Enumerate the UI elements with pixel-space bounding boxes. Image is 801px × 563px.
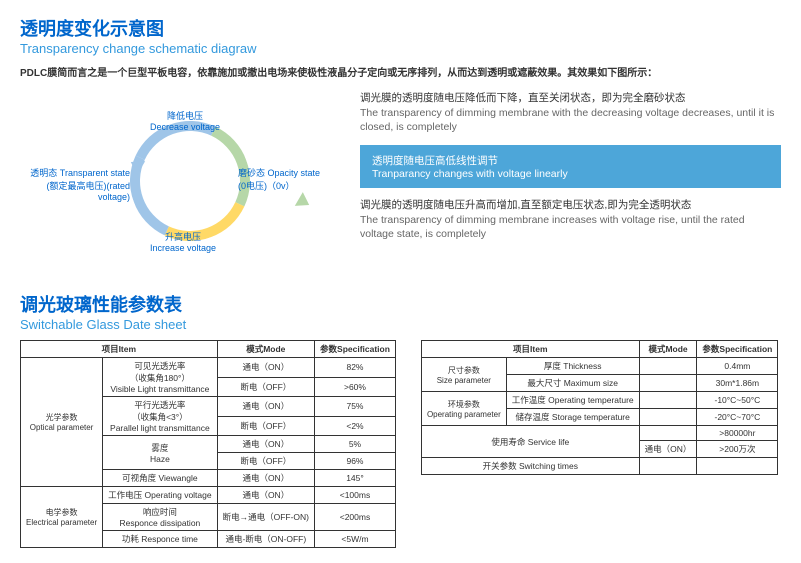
cat-size: 尺寸参数Size parameter xyxy=(421,358,506,392)
table-right: 项目Item 模式Mode 参数Specification 尺寸参数Size p… xyxy=(421,340,778,475)
title-cn: 透明度变化示意图 xyxy=(20,15,781,41)
th-item: 项目Item xyxy=(421,341,639,358)
diagram-section: 降低电压Decrease voltage 升高电压Increase voltag… xyxy=(20,91,781,271)
desc-bottom: 调光膜的透明度随电压升高而增加,直至额定电压状态,即为完全透明状态 The tr… xyxy=(360,198,781,242)
title2-cn: 调光玻璃性能参数表 xyxy=(20,291,781,317)
cat-optical: 光学参数Optical parameter xyxy=(21,358,103,487)
transparent-state: 透明态 Transparent state(额定最高电压)(rated volt… xyxy=(20,166,130,202)
th-spec: 参数Specification xyxy=(697,341,778,358)
opt-r1: 可见光透光率（收集角180°）Visible Light transmittan… xyxy=(103,358,217,397)
cat-electrical: 电学参数Electrical parameter xyxy=(21,487,103,548)
opacity-state: 磨砂态 Opacity state(0电压)（0v） xyxy=(238,166,320,192)
desc-top: 调光膜的透明度随电压降低而下降，直至关闭状态，即为完全磨砂状态 The tran… xyxy=(360,91,781,135)
title-en: Transparency change schematic diagraw xyxy=(20,41,781,56)
title-block: 透明度变化示意图 Transparency change schematic d… xyxy=(20,15,781,56)
opt-r2: 平行光透光率（收集角<3°）Parallel light transmittan… xyxy=(103,397,217,436)
title2-en: Switchable Glass Date sheet xyxy=(20,317,781,332)
cycle-diagram: 降低电压Decrease voltage 升高电压Increase voltag… xyxy=(20,91,340,271)
intro-text: PDLC膜简而言之是一个巨型平板电容，依靠施加或撤出电场来使极性液晶分子定向或无… xyxy=(20,64,781,79)
decrease-label: 降低电压Decrease voltage xyxy=(150,109,220,132)
life-r1: 使用寿命 Service life xyxy=(421,426,639,458)
diagram-descriptions: 调光膜的透明度随电压降低而下降，直至关闭状态，即为完全磨砂状态 The tran… xyxy=(360,91,781,271)
highlight-box: 透明度随电压高低线性调节 Tranparancy changes with vo… xyxy=(360,145,781,188)
tables-section: 项目Item 模式Mode 参数Specification 光学参数Optica… xyxy=(20,340,781,548)
cat-env: 环境参数Operating parameter xyxy=(421,392,506,426)
th-mode: 模式Mode xyxy=(639,341,697,358)
table-left: 项目Item 模式Mode 参数Specification 光学参数Optica… xyxy=(20,340,396,548)
opt-r4: 可视角度 Viewangle xyxy=(103,470,217,487)
th-item: 项目Item xyxy=(21,341,218,358)
elec-r2: 响应时间Responce dissipation xyxy=(103,504,217,531)
th-mode: 模式Mode xyxy=(217,341,314,358)
th-spec: 参数Specification xyxy=(315,341,396,358)
increase-label: 升高电压Increase voltage xyxy=(150,230,216,253)
title2-block: 调光玻璃性能参数表 Switchable Glass Date sheet xyxy=(20,291,781,332)
opt-r3: 雾度Haze xyxy=(103,436,217,470)
arrow-icon xyxy=(295,192,313,212)
